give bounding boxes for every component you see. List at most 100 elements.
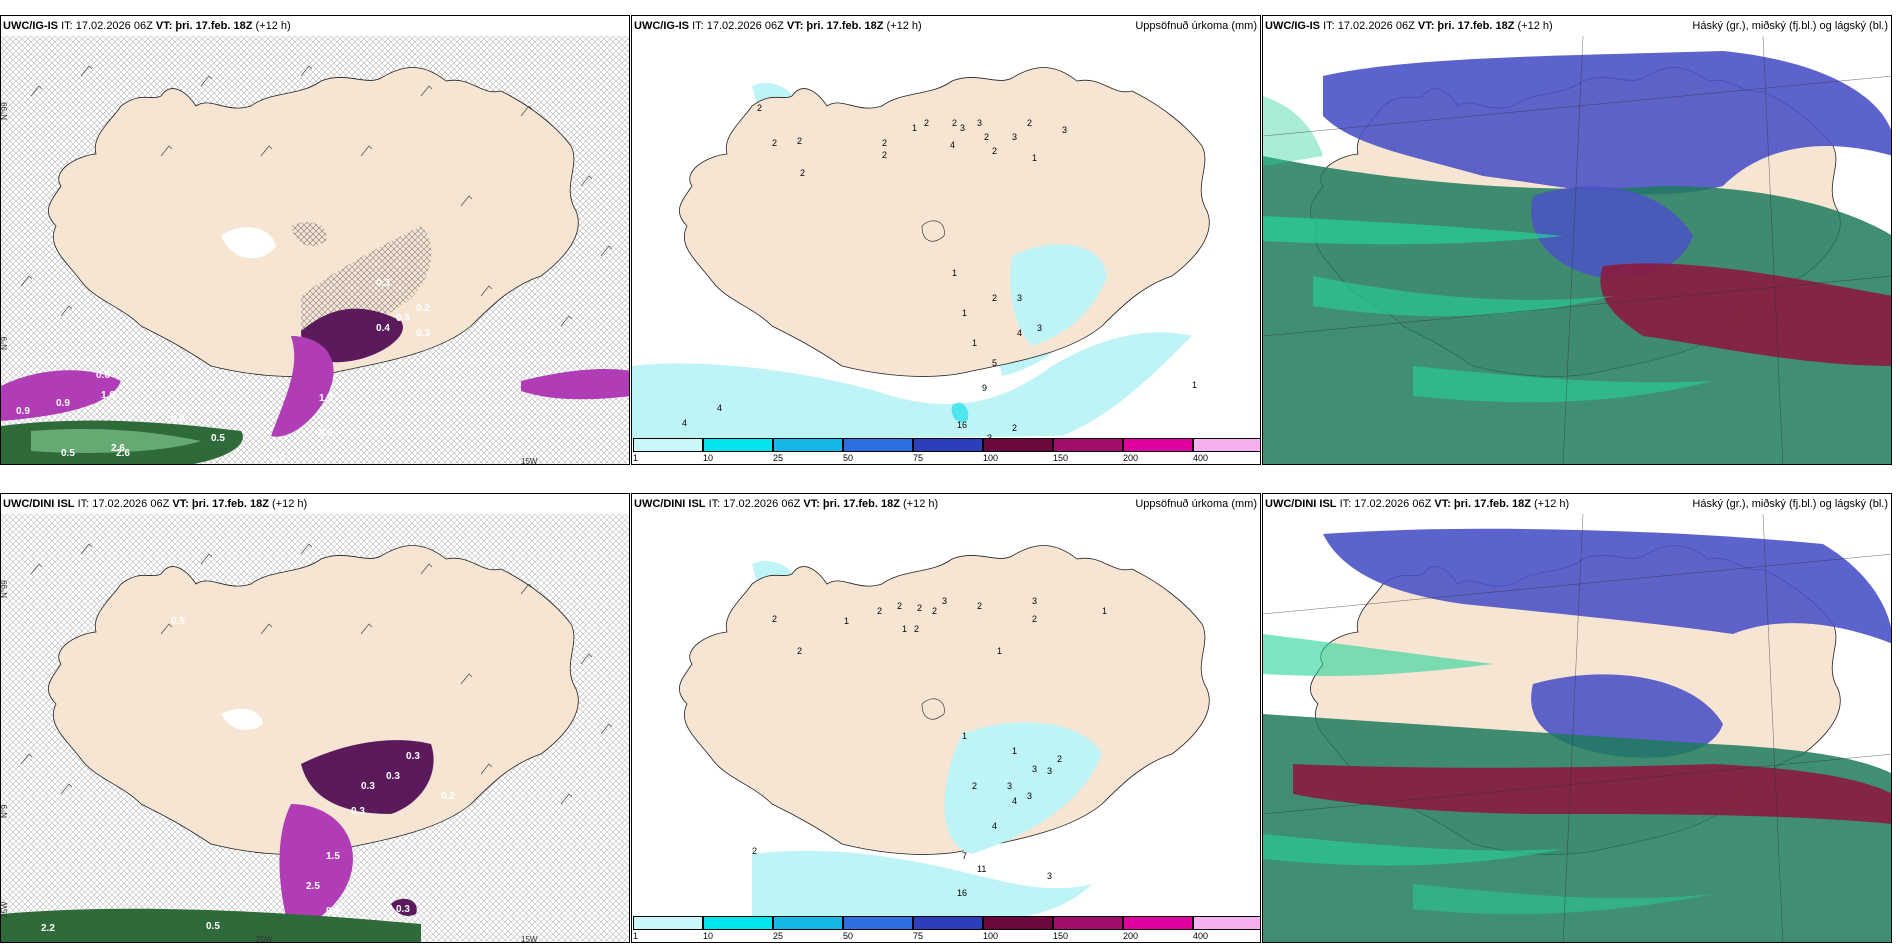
precip-value: 2 [972,781,977,791]
precip-map-panel-ig: UWC/IG-IS IT: 17.02.2026 06Z VT: þri. 17… [631,15,1261,465]
legend-swatch [1193,916,1260,930]
panel-variable-title: Uppsöfnuð úrkoma (mm) [1135,20,1257,32]
legend-label: 25 [773,453,784,463]
legend-swatch [913,438,983,452]
wind-label: 2.5 [306,881,320,892]
wind-label: 0.3 [351,806,365,817]
precip-value: 2 [772,614,777,624]
lat-label: N°99 [1,580,9,598]
legend-label: 50 [843,453,854,463]
legend-swatch [843,438,913,452]
precip-value: 1 [902,624,907,634]
precip-value: 1 [1102,606,1107,616]
wind-label: 0.5 [61,448,75,459]
precip-value: 2 [952,118,957,128]
wind-label: 0.5 [319,428,333,439]
precip-value: 3 [977,118,982,128]
precip-value: 2 [1012,423,1017,433]
legend-swatch [983,916,1053,930]
legend-swatch [1123,438,1193,452]
precip-value: 2 [897,601,902,611]
precip-value: 2 [800,168,805,178]
precip-value: 3 [942,596,947,606]
wind-label: 0.2 [441,791,455,802]
panel-variable-title: Uppsöfnuð úrkoma (mm) [1135,498,1257,510]
precip-value: 2 [914,624,919,634]
lon-label: 25W [1,901,9,918]
wind-label: 0.3 [396,904,410,915]
precip-value: 2 [797,646,802,656]
precip-value: 3 [1047,871,1052,881]
precip-value: 2 [797,136,802,146]
precip-value: 2 [877,606,882,616]
wind-label: 1.6 [101,390,115,401]
precip-value: 4 [717,403,722,413]
precip-color-legend: 1 10 25 50 75 100 150 200 400 [632,916,1260,942]
wind-label: 0.3 [386,771,400,782]
precip-value: 16 [957,420,967,430]
precip-map: 2 2 1 2 2 2 1 2 2 3 2 3 1 1 1 3 3 2 2 3 … [632,514,1260,942]
precip-value: 3 [1047,766,1052,776]
wind-map: 0.6 1.6 0.9 0.9 0.5 2.6 0.5 0.3 0.4 0.3 … [1,36,629,464]
precip-value: 4 [1017,328,1022,338]
precip-value: 3 [1062,125,1067,135]
precip-value: 2 [992,146,997,156]
legend-label: 50 [843,931,854,941]
lat-label: N°9 [1,336,9,350]
precip-map: 2 2 2 2 2 2 1 2 4 3 2 3 2 3 1 2 2 3 1 1 … [632,36,1260,464]
precip-value: 2 [932,606,937,616]
wind-label: 0.3 [171,413,185,424]
precip-value: 1 [912,123,917,133]
wind-label: 0.3 [416,328,430,339]
panel-title: UWC/IG-IS IT: 17.02.2026 06Z VT: þri. 17… [634,20,925,32]
precip-value: 2 [757,103,762,113]
wind-label: 0.6 [96,370,110,381]
wind-label: 0.4 [376,323,390,334]
precip-value: 1 [1192,380,1197,390]
legend-swatch [913,916,983,930]
wind-label: 0.5 [211,433,225,444]
precip-value: 1 [997,646,1002,656]
legend-swatch [773,438,843,452]
precip-value: 5 [992,358,997,368]
precip-value: 3 [1012,132,1017,142]
legend-label: 10 [703,453,714,463]
legend-swatch [1053,438,1123,452]
precip-value: 3 [1032,596,1037,606]
precip-value: 4 [950,140,955,150]
legend-label: 1 [633,453,639,463]
wind-label: 2.6 [111,443,125,454]
precip-value: 1 [962,308,967,318]
precip-value: 9 [982,383,987,393]
precip-value: 2 [772,138,777,148]
legend-label: 75 [913,453,924,463]
legend-label: 10 [703,931,714,941]
wind-label: 0.3 [406,751,420,762]
legend-label: 100 [983,453,999,463]
lat-label: N°9 [1,804,9,818]
precip-value: 4 [1012,796,1017,806]
panel-title: UWC/DINI ISL IT: 17.02.2026 06Z VT: þri.… [1265,498,1573,510]
wind-label: 1.5 [326,851,340,862]
legend-swatch [773,916,843,930]
panel-title: UWC/DINI ISL IT: 17.02.2026 06Z VT: þri.… [3,498,311,510]
wind-label: 1.2 [319,393,333,404]
legend-swatch [633,438,703,452]
legend-label: 1 [633,931,639,941]
precip-value: 3 [1007,781,1012,791]
legend-label: 200 [1123,931,1139,941]
legend-swatch [703,916,773,930]
legend-label: 200 [1123,453,1139,463]
precip-value: 4 [992,821,997,831]
precip-value: 3 [1032,764,1037,774]
wind-label: 2.0 [271,453,285,464]
precip-value: 7 [962,851,967,861]
wind-label: 0.2 [416,303,430,314]
precip-value: 2 [1057,754,1062,764]
legend-swatch [1123,916,1193,930]
panel-title: UWC/IG-IS IT: 17.02.2026 06Z VT: þri. 17… [3,20,294,32]
legend-label: 150 [1053,453,1069,463]
legend-swatch [633,916,703,930]
legend-label: 100 [983,931,999,941]
wind-label: 0.3 [361,781,375,792]
